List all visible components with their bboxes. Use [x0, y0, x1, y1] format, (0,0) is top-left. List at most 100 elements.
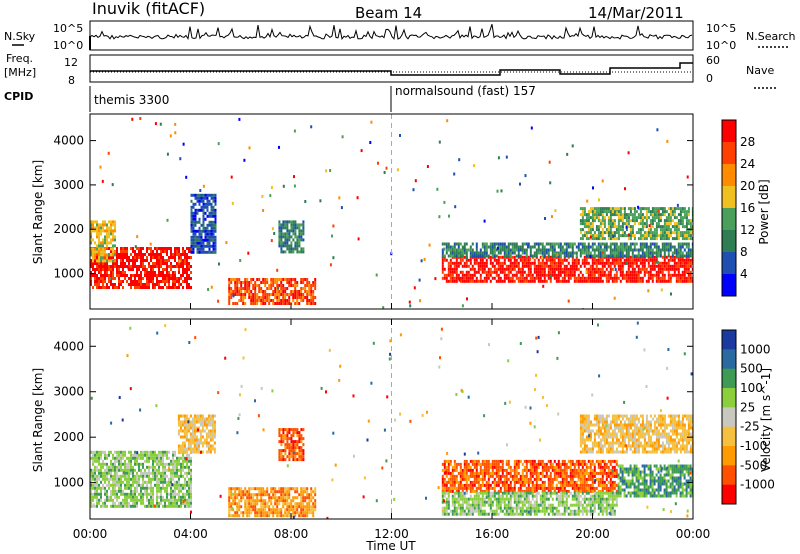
power-cell: [214, 244, 217, 248]
power-cell: [669, 219, 672, 223]
power-cell: [288, 299, 291, 302]
power-cell: [531, 279, 534, 283]
power-cell: [489, 242, 492, 246]
power-cell: [286, 232, 289, 236]
power-cell: [639, 231, 642, 235]
power-cell: [198, 229, 201, 233]
power-cell: [671, 264, 674, 268]
velocity-cell: [118, 477, 120, 481]
power-cell: [126, 259, 128, 262]
power-cell: [533, 270, 536, 274]
velocity-cell: [302, 499, 305, 503]
velocity-cell: [298, 502, 301, 506]
power-cell: [98, 229, 100, 233]
velocity-cell: [441, 486, 444, 490]
power-cell: [112, 244, 114, 248]
power-cell: [130, 268, 132, 271]
power-cell: [661, 207, 664, 211]
velocity-cell: [104, 492, 106, 496]
power-cell: [503, 242, 506, 246]
power-cell: [613, 276, 616, 280]
power-cell: [447, 270, 450, 274]
velocity-cell: [473, 462, 476, 466]
power-cell: [459, 279, 462, 283]
power-cell: [621, 276, 624, 280]
velocity-cell: [248, 496, 251, 500]
power-cell: [625, 213, 628, 217]
power-cell: [475, 276, 478, 280]
power-cell: [485, 248, 488, 252]
power-cell: [154, 271, 156, 274]
velocity-cell: [302, 511, 305, 515]
power-cell: [659, 254, 662, 258]
power-cell: [174, 259, 176, 262]
power-cell: [282, 184, 285, 188]
power-cell: [603, 219, 606, 223]
velocity-cell: [465, 474, 468, 478]
power-cell: [106, 244, 108, 248]
power-cell: [256, 302, 259, 305]
power-cell: [591, 237, 594, 241]
power-colorbar-swatch: [722, 120, 736, 143]
power-cell: [214, 214, 217, 218]
power-cell: [603, 216, 606, 220]
velocity-cell: [120, 483, 122, 487]
velocity-cell: [288, 493, 291, 497]
velocity-cell: [112, 498, 114, 502]
power-cell: [617, 219, 620, 223]
power-cell: [204, 196, 207, 200]
power-cell: [617, 222, 620, 226]
power-cell: [629, 207, 632, 211]
power-cell: [493, 248, 496, 252]
power-cell: [246, 281, 249, 284]
power-cell: [595, 228, 598, 232]
power-cell: [655, 216, 658, 220]
velocity-cell: [274, 493, 277, 497]
power-cell: [513, 248, 516, 252]
velocity-cell: [296, 505, 299, 509]
velocity-cell: [282, 437, 285, 441]
velocity-cell: [126, 483, 128, 487]
velocity-cell: [483, 477, 486, 481]
power-cell: [569, 245, 572, 249]
velocity-cell: [449, 471, 452, 475]
power-cell: [118, 277, 120, 280]
power-cell: [649, 225, 652, 229]
velocity-cell: [104, 501, 106, 505]
velocity-cell: [272, 511, 275, 515]
power-cell: [306, 290, 309, 293]
power-cell: [473, 258, 476, 262]
power-cell: [625, 245, 628, 249]
velocity-cell: [487, 489, 490, 493]
velocity-cell: [280, 508, 283, 512]
power-cell: [292, 296, 295, 299]
power-cell: [182, 142, 185, 146]
power-cell: [647, 264, 650, 268]
velocity-cell: [477, 471, 480, 475]
power-cell: [294, 220, 297, 224]
velocity-cell: [306, 502, 309, 506]
power-cell: [503, 245, 506, 249]
power-cell: [607, 254, 610, 258]
power-cell: [625, 242, 628, 246]
power-cell: [136, 283, 138, 286]
velocity-cell: [491, 459, 494, 463]
power-cell: [585, 276, 588, 280]
power-cell: [585, 216, 588, 220]
power-cell: [595, 237, 598, 241]
velocity-cell: [451, 471, 454, 475]
power-cell: [98, 247, 100, 251]
power-cell: [487, 273, 490, 277]
power-cell: [240, 299, 243, 302]
velocity-cell: [290, 505, 293, 509]
power-cell: [581, 210, 584, 214]
power-cell: [661, 255, 664, 259]
power-cell: [535, 270, 538, 274]
power-cell: [615, 261, 618, 265]
power-cell: [659, 219, 662, 223]
power-cell: [262, 281, 265, 284]
power-cell: [142, 265, 144, 268]
power-cell: [657, 254, 660, 258]
power-cell: [242, 287, 245, 290]
power-cell: [581, 273, 584, 277]
